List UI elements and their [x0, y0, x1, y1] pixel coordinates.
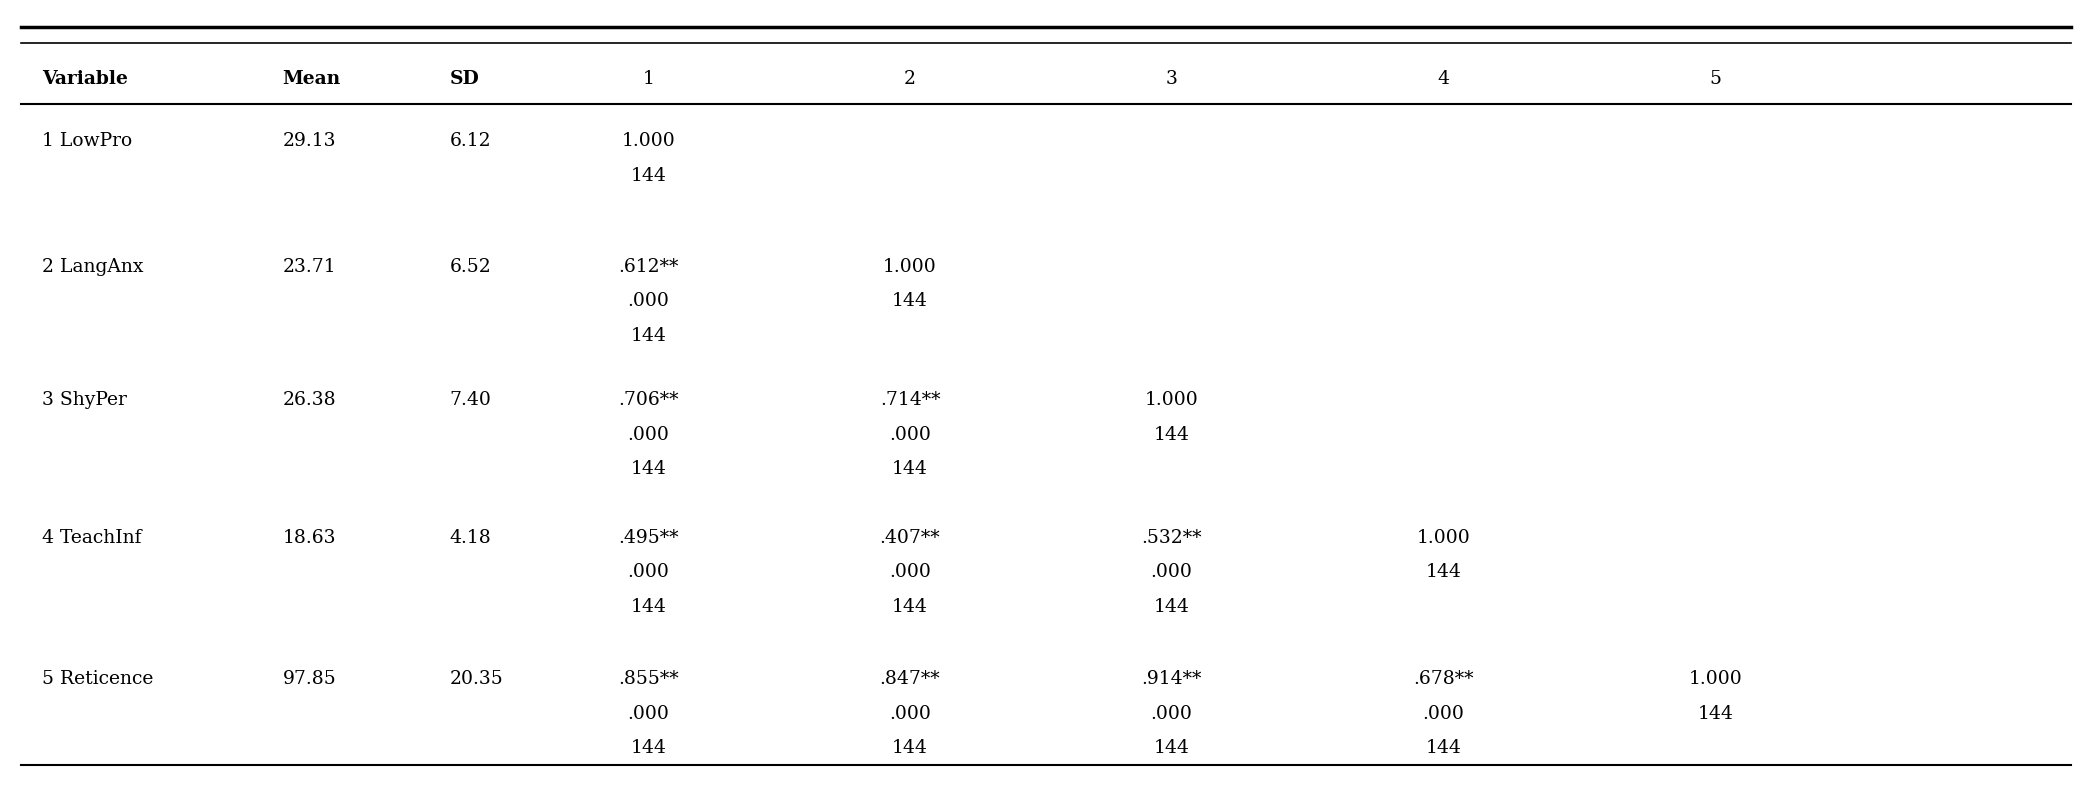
Text: .407**: .407**	[881, 529, 939, 546]
Text: 3 ShyPer: 3 ShyPer	[42, 392, 128, 409]
Text: 3: 3	[1165, 70, 1178, 87]
Text: Mean: Mean	[282, 70, 341, 87]
Text: .847**: .847**	[881, 670, 939, 688]
Text: 4: 4	[1437, 70, 1450, 87]
Text: 2: 2	[904, 70, 916, 87]
Text: 6.12: 6.12	[450, 133, 492, 150]
Text: 1.000: 1.000	[1416, 529, 1471, 546]
Text: .000: .000	[1423, 705, 1464, 722]
Text: 4 TeachInf: 4 TeachInf	[42, 529, 142, 546]
Text: 144: 144	[1153, 739, 1190, 757]
Text: .000: .000	[1151, 705, 1192, 722]
Text: 144: 144	[1425, 564, 1462, 581]
Text: 144: 144	[1153, 598, 1190, 615]
Text: 1: 1	[642, 70, 655, 87]
Text: 97.85: 97.85	[282, 670, 337, 688]
Text: SD: SD	[450, 70, 479, 87]
Text: 144: 144	[630, 461, 667, 478]
Text: 144: 144	[1697, 705, 1734, 722]
Text: .000: .000	[889, 426, 931, 444]
Text: 144: 144	[891, 461, 929, 478]
Text: 5: 5	[1709, 70, 1722, 87]
Text: 1.000: 1.000	[1144, 392, 1199, 409]
Text: 144: 144	[891, 739, 929, 757]
Text: 29.13: 29.13	[282, 133, 337, 150]
Text: .714**: .714**	[881, 392, 939, 409]
Text: .000: .000	[889, 705, 931, 722]
Text: 1.000: 1.000	[1688, 670, 1743, 688]
Text: .495**: .495**	[619, 529, 678, 546]
Text: 144: 144	[630, 598, 667, 615]
Text: 2 LangAnx: 2 LangAnx	[42, 258, 144, 276]
Text: .612**: .612**	[619, 258, 678, 276]
Text: .706**: .706**	[619, 392, 678, 409]
Text: 23.71: 23.71	[282, 258, 337, 276]
Text: .855**: .855**	[619, 670, 678, 688]
Text: .000: .000	[1151, 564, 1192, 581]
Text: 7.40: 7.40	[450, 392, 492, 409]
Text: 4.18: 4.18	[450, 529, 492, 546]
Text: 144: 144	[630, 167, 667, 184]
Text: 1.000: 1.000	[621, 133, 676, 150]
Text: 1 LowPro: 1 LowPro	[42, 133, 132, 150]
Text: 144: 144	[1153, 426, 1190, 444]
Text: .678**: .678**	[1414, 670, 1473, 688]
Text: 6.52: 6.52	[450, 258, 492, 276]
Text: 5 Reticence: 5 Reticence	[42, 670, 153, 688]
Text: 144: 144	[630, 327, 667, 345]
Text: Variable: Variable	[42, 70, 128, 87]
Text: .532**: .532**	[1142, 529, 1201, 546]
Text: .914**: .914**	[1142, 670, 1201, 688]
Text: .000: .000	[628, 426, 669, 444]
Text: 144: 144	[630, 739, 667, 757]
Text: 26.38: 26.38	[282, 392, 337, 409]
Text: .000: .000	[889, 564, 931, 581]
Text: 144: 144	[891, 598, 929, 615]
Text: 144: 144	[1425, 739, 1462, 757]
Text: 144: 144	[891, 293, 929, 310]
Text: .000: .000	[628, 705, 669, 722]
Text: 20.35: 20.35	[450, 670, 504, 688]
Text: .000: .000	[628, 293, 669, 310]
Text: 1.000: 1.000	[883, 258, 937, 276]
Text: 18.63: 18.63	[282, 529, 337, 546]
Text: .000: .000	[628, 564, 669, 581]
